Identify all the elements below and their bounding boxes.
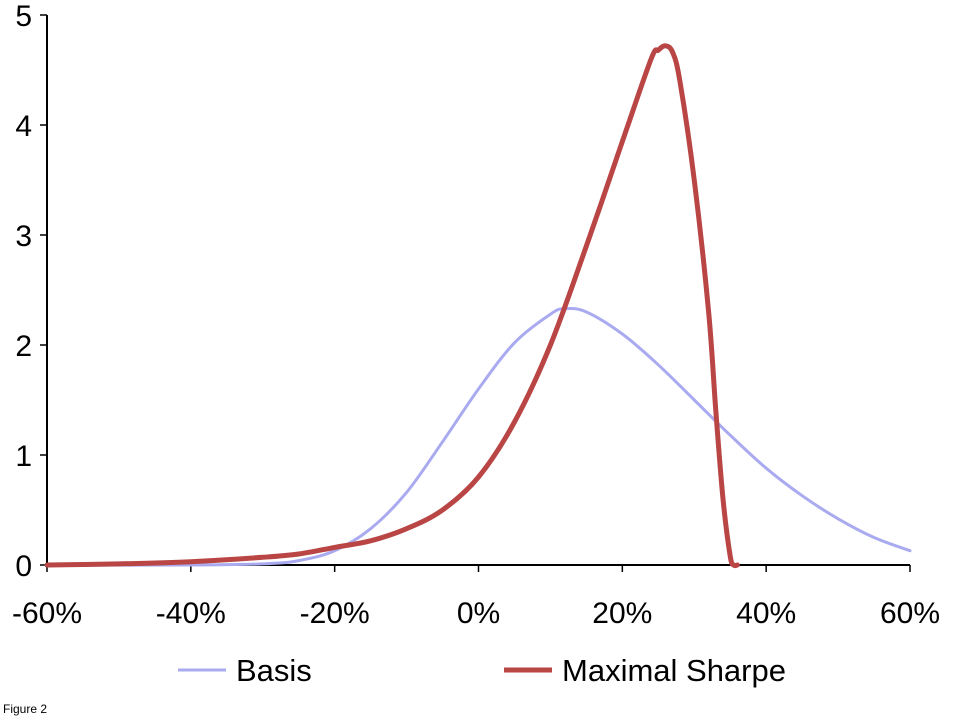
x-tick-label: 0% <box>457 597 500 630</box>
series-line-basis <box>45 306 912 567</box>
legend-label-basis: Basis <box>236 653 312 688</box>
x-tick-label: -40% <box>156 597 226 630</box>
x-tick-label: 40% <box>736 597 796 630</box>
x-tick-label: 60% <box>880 597 940 630</box>
series-line-maximal-sharpe <box>44 43 740 569</box>
y-tick-label: 5 <box>15 0 32 33</box>
y-tick-label: 0 <box>15 550 32 583</box>
x-tick-label: -20% <box>300 597 370 630</box>
figure-caption: Figure 2 <box>3 702 48 716</box>
y-tick-label: 3 <box>15 220 32 253</box>
x-tick-label: 20% <box>592 597 652 630</box>
x-tick-label: -60% <box>12 597 82 630</box>
y-tick-label: 1 <box>15 440 32 473</box>
y-tick-label: 4 <box>15 110 32 143</box>
y-tick-label: 2 <box>15 330 32 363</box>
legend-label-maximal-sharpe: Maximal Sharpe <box>562 653 786 688</box>
legend: Basis Maximal Sharpe <box>178 653 786 688</box>
